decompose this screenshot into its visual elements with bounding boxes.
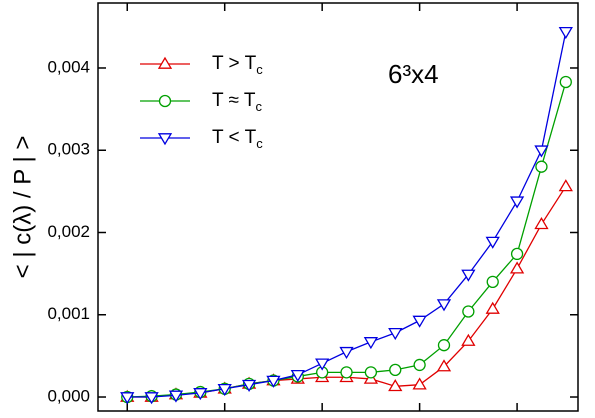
data-point: [144, 392, 159, 405]
data-point: [558, 179, 573, 192]
legend-marker: [158, 94, 172, 108]
annotation: 6³x4: [388, 59, 439, 89]
data-point: [217, 383, 232, 397]
data-point: [486, 275, 499, 289]
legend-label: T > Tc: [212, 53, 263, 77]
data-point: [363, 337, 379, 350]
data-point: [241, 379, 257, 392]
data-point: [509, 261, 525, 274]
data-point: [388, 328, 403, 341]
data-point: [290, 369, 305, 383]
data-point: [509, 196, 525, 209]
data-point: [461, 333, 476, 346]
data-point: [534, 145, 549, 158]
series-line: [127, 186, 567, 398]
data-point: [388, 379, 403, 392]
data-point: [193, 388, 208, 401]
data-point: [436, 359, 452, 372]
data-point: [558, 26, 573, 40]
plot-area: [120, 26, 573, 405]
data-point: [559, 75, 572, 89]
data-point: [534, 216, 549, 230]
data-point: [120, 392, 135, 405]
data-point: [510, 247, 524, 261]
y-axis-label: < | c(λ) / P | >: [9, 136, 36, 279]
series-line: [127, 31, 567, 398]
data-point: [461, 269, 476, 282]
data-point: [364, 366, 378, 379]
data-point: [437, 339, 451, 352]
data-point: [535, 160, 548, 173]
data-point: [412, 315, 427, 328]
legend-label: T < Tc: [212, 127, 263, 151]
data-point: [412, 377, 427, 390]
legend-label: T ≈ Tc: [212, 90, 263, 114]
data-point: [389, 363, 402, 377]
legend-marker: [157, 133, 173, 146]
legend-marker: [157, 56, 173, 69]
data-point: [436, 299, 452, 312]
y-tick-label: 0,003: [47, 140, 90, 159]
data-point: [462, 305, 475, 318]
data-point: [168, 390, 184, 403]
data-point: [413, 358, 426, 372]
y-tick-label: 0,004: [47, 57, 90, 76]
y-tick-label: 0,001: [47, 304, 90, 323]
plot-frame: [97, 2, 579, 412]
data-point: [315, 358, 330, 371]
data-point: [340, 366, 353, 379]
y-tick-label: 0,000: [47, 387, 90, 406]
data-point: [266, 375, 281, 388]
data-point: [485, 301, 500, 314]
data-point: [339, 346, 354, 360]
data-point: [485, 236, 500, 249]
y-tick-label: 0,002: [47, 222, 90, 241]
